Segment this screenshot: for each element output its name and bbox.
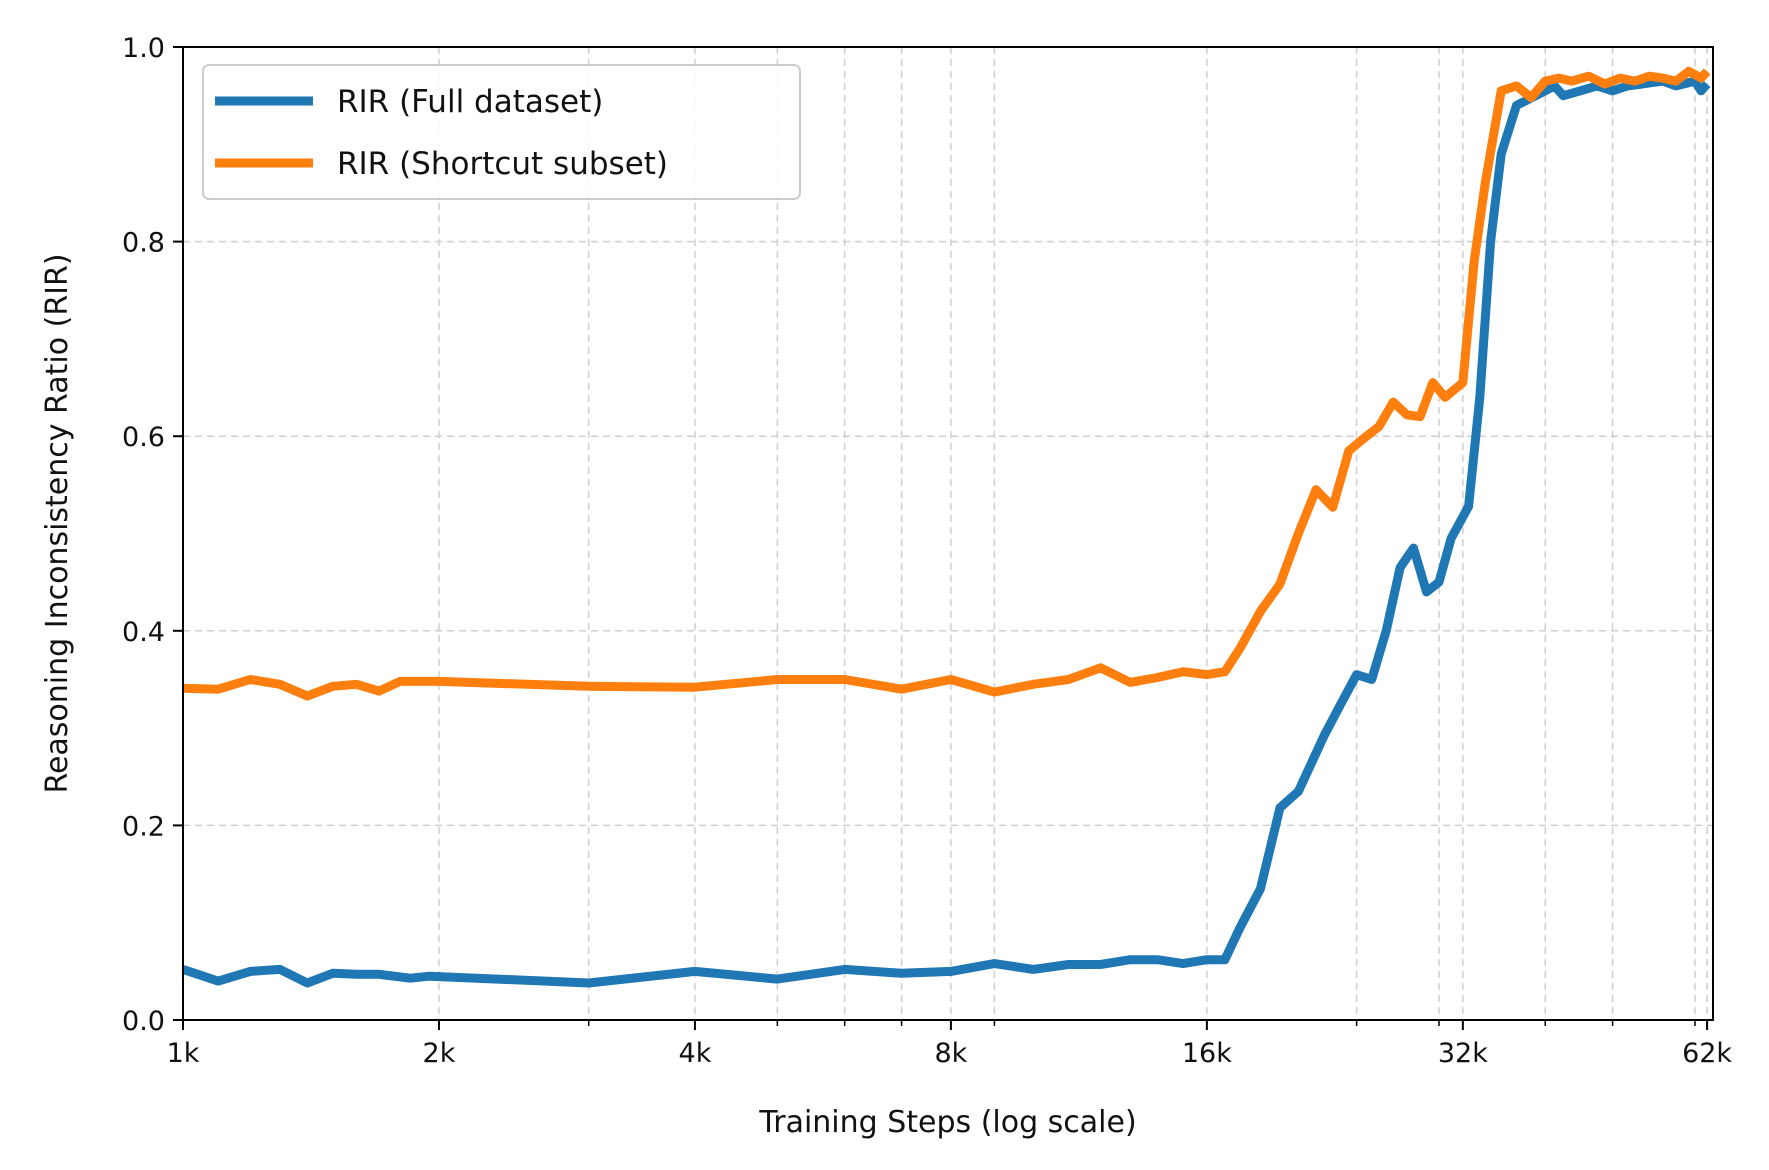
x-tick-label: 62k <box>1682 1038 1732 1069</box>
series-line-shortcut-subset <box>182 66 1711 701</box>
x-tick-label: 1k <box>167 1038 200 1069</box>
series-layer <box>181 66 1711 988</box>
axes-layer <box>182 46 1714 1021</box>
x-tick-label: 16k <box>1182 1038 1232 1069</box>
legend-label-full-dataset: RIR (Full dataset) <box>337 84 603 120</box>
y-tick-label: 0.0 <box>122 1006 165 1037</box>
series-line-full-dataset <box>181 76 1711 988</box>
y-tick-label: 0.6 <box>122 422 165 453</box>
y-tick-label: 0.2 <box>122 811 165 842</box>
x-ticks-layer: 1k 2k 4k 8k 16k 32k 62k <box>167 1020 1732 1069</box>
y-axis-title: Reasoning Inconsistency Ratio (RIR) <box>40 253 75 793</box>
y-tick-label: 0.4 <box>122 617 165 648</box>
plot-frame <box>182 46 1714 1021</box>
y-tick-label: 1.0 <box>122 33 165 64</box>
legend-box <box>202 64 801 200</box>
x-tick-label: 8k <box>934 1038 967 1069</box>
y-tick-label: 0.8 <box>122 228 165 259</box>
y-ticks-layer: 0.0 0.2 0.4 0.6 0.8 1.0 <box>122 33 183 1037</box>
legend-label-shortcut-subset: RIR (Shortcut subset) <box>337 146 668 182</box>
x-tick-label: 4k <box>679 1038 712 1069</box>
x-axis-title: Training Steps (log scale) <box>758 1105 1136 1140</box>
x-tick-label: 32k <box>1438 1038 1488 1069</box>
x-tick-label: 2k <box>423 1038 456 1069</box>
legend: RIR (Full dataset) RIR (Shortcut subset) <box>202 64 801 200</box>
